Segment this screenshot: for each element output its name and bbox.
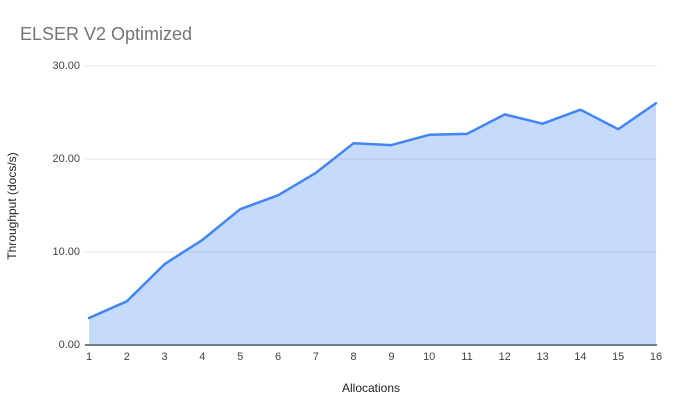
x-tick-label: 8	[350, 351, 357, 363]
x-tick-label: 6	[274, 351, 282, 363]
series-area-fill	[89, 103, 656, 345]
x-tick-label: 12	[498, 351, 511, 363]
x-tick-label: 13	[536, 351, 549, 363]
chart-title: ELSER V2 Optimized	[20, 24, 193, 44]
x-tick-label: 1	[85, 351, 93, 363]
x-tick-label: 2	[123, 351, 130, 363]
y-tick-label: 0.00	[58, 339, 80, 351]
x-tick-label: 9	[388, 351, 395, 363]
x-tick-label: 16	[649, 351, 663, 363]
x-tick-label: 7	[312, 351, 319, 363]
x-tick-label: 15	[612, 351, 625, 363]
y-tick-label: 10.00	[52, 246, 80, 258]
x-tick-label: 11	[461, 351, 473, 363]
y-axis-title: Throughput (docs/s)	[5, 152, 19, 260]
x-tick-label: 10	[423, 351, 436, 363]
x-axis-title: Allocations	[341, 381, 401, 395]
x-tick-label: 4	[199, 351, 206, 363]
y-tick-label: 30.00	[52, 60, 80, 72]
series-line	[87, 101, 658, 320]
x-tick-label: 5	[237, 351, 244, 363]
x-tick-label: 3	[161, 351, 168, 363]
y-tick-label: 20.00	[52, 153, 80, 165]
x-tick-label: 14	[574, 351, 587, 363]
